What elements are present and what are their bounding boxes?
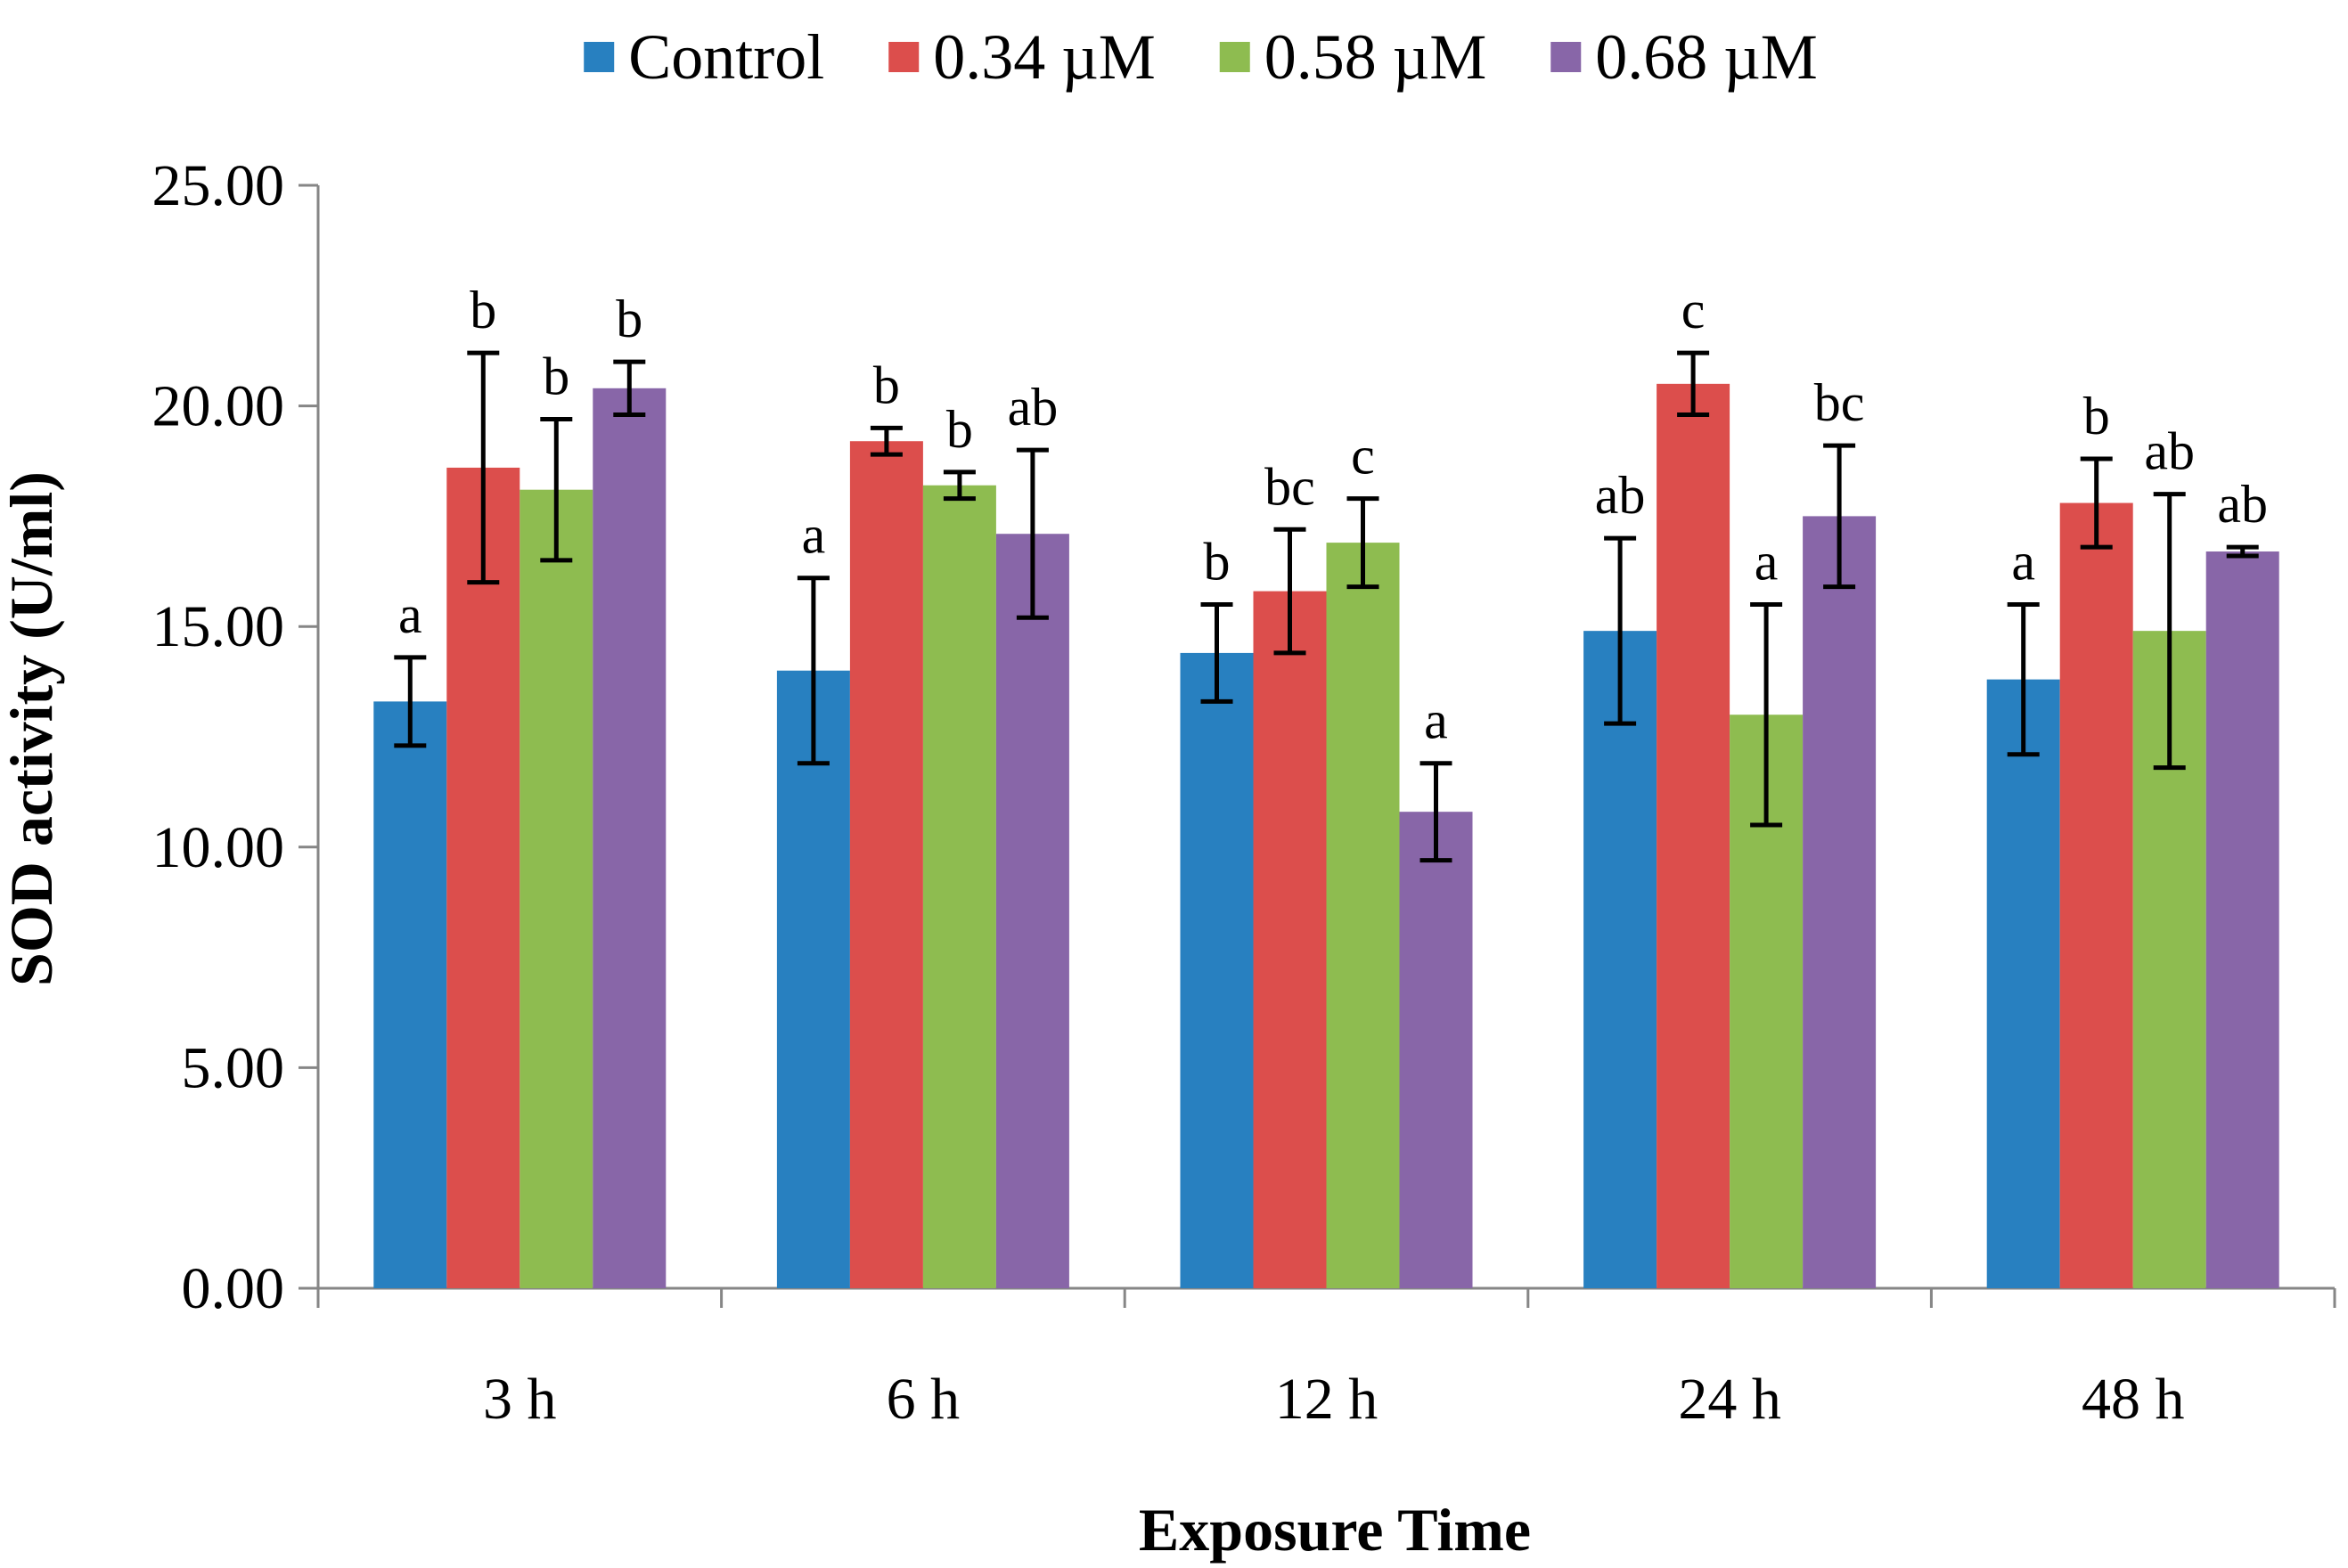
x-tick-label: 48 h: [2082, 1367, 2185, 1432]
significance-label: a: [398, 585, 422, 644]
legend-swatch: [888, 42, 920, 72]
significance-label: a: [802, 506, 826, 565]
y-tick-label: 25.00: [152, 153, 285, 218]
y-axis: 0.00 5.00 10.00 15.00 20.00 25.00: [152, 153, 320, 1321]
bar: [1326, 543, 1400, 1288]
legend-swatch: [1550, 42, 1582, 72]
significance-label: bc: [1814, 373, 1865, 432]
y-tick-label: 15.00: [152, 594, 285, 659]
y-tick-label: 0.00: [182, 1256, 285, 1321]
significance-label: b: [2083, 387, 2110, 445]
bars: [373, 383, 2279, 1289]
legend-swatch: [1219, 42, 1250, 72]
significance-label: ab: [1008, 378, 1059, 437]
significance-label: a: [1424, 691, 1448, 750]
bar: [2205, 551, 2279, 1288]
bar: [2059, 502, 2133, 1288]
x-axis: 3 h 6 h 12 h 24 h 48 h: [316, 1286, 2336, 1432]
significance-label: bc: [1264, 457, 1315, 516]
bar: [446, 467, 520, 1288]
significance-label: b: [616, 290, 642, 348]
bar: [1583, 631, 1657, 1288]
significance-label: b: [470, 281, 496, 339]
bar: [1657, 383, 1730, 1289]
significance-label: a: [1755, 532, 1779, 591]
bar: [776, 670, 850, 1288]
significance-label: ab: [2144, 422, 2195, 481]
significance-label: ab: [1595, 466, 1646, 525]
significance-label: ab: [2217, 475, 2268, 534]
bar: [1803, 516, 1877, 1288]
significance-label: c: [1351, 427, 1375, 486]
bar: [849, 441, 923, 1288]
y-tick-label: 5.00: [182, 1035, 285, 1100]
significance-label: b: [873, 355, 900, 414]
x-tick-label: 12 h: [1275, 1367, 1379, 1432]
x-tick-label: 24 h: [1678, 1367, 1781, 1432]
y-axis-title: SOD activity (U/ml): [0, 471, 65, 986]
x-axis-title: Exposure Time: [1139, 1496, 1531, 1564]
y-tick-label: 10.00: [152, 815, 285, 880]
bar: [593, 388, 667, 1288]
legend-label: 0.68 µM: [1595, 21, 1818, 93]
bar: [1253, 591, 1327, 1288]
bar: [922, 485, 996, 1288]
legend: Control 0.34 µM 0.58 µM 0.68 µM: [584, 21, 1818, 93]
significance-label: b: [946, 400, 973, 459]
legend-label: Control: [628, 21, 824, 93]
legend-label: 0.34 µM: [933, 21, 1156, 93]
x-tick-label: 6 h: [887, 1367, 961, 1432]
legend-label: 0.58 µM: [1264, 21, 1487, 93]
significance-label: b: [543, 347, 569, 405]
x-tick-label: 3 h: [483, 1367, 557, 1432]
bar: [995, 534, 1069, 1288]
significance-label: c: [1681, 281, 1706, 339]
significance-label: a: [2011, 532, 2035, 591]
bar: [373, 701, 447, 1288]
error-bars: [394, 350, 2259, 863]
y-tick-label: 20.00: [152, 374, 285, 439]
legend-swatch: [584, 42, 615, 72]
bar: [520, 489, 593, 1288]
significance-label: b: [1204, 532, 1231, 591]
bar: [1399, 812, 1473, 1288]
bar: [1180, 652, 1254, 1288]
bar: [1986, 679, 2060, 1288]
